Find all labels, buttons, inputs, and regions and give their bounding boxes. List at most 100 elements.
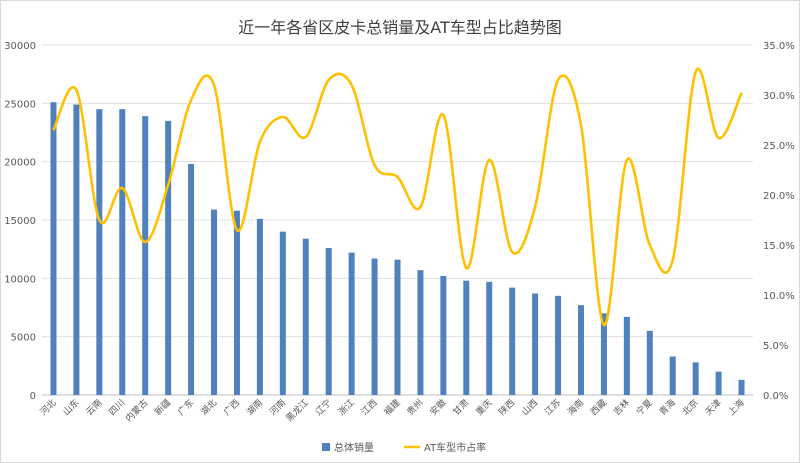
bar-series [50,102,745,396]
category-label: 江苏 [542,397,563,418]
category-label: 云南 [83,397,104,418]
bar [417,270,424,395]
line-point [648,244,651,246]
legend-swatch-bar [322,443,330,451]
bar [715,371,722,395]
left-tick-label: 15000 [4,216,36,227]
category-label: 福建 [381,397,402,418]
category-label: 四川 [108,398,128,418]
bar [371,258,378,395]
line-point [304,136,307,138]
category-label: 山东 [60,397,81,418]
line-point [740,92,743,94]
category-label: 贵州 [404,397,425,418]
bar [348,252,355,395]
line-point [511,251,513,253]
bar [96,109,103,396]
category-label: 海南 [565,397,586,418]
line-point [259,141,261,143]
category-label: 河北 [37,397,58,418]
line-point [396,176,399,178]
category-label: 河南 [267,397,288,418]
line-point [121,187,124,189]
category-label: 安徽 [427,397,448,418]
category-label: 吉林 [611,397,632,418]
bar [188,164,195,395]
category-label: 北京 [680,397,701,418]
legend-label: AT车型市占率 [424,441,486,454]
bar [532,293,539,395]
bar [119,109,126,396]
chart-title: 近一年各省区皮卡总销量及AT车型占比趋势图 [238,18,562,37]
category-label: 天津 [703,397,724,418]
line-point [190,99,192,101]
category-label: 黑龙江 [283,397,311,425]
category-label: 上海 [725,397,746,418]
bar [463,280,470,395]
legend-label: 总体销量 [334,441,374,454]
right-tick-label: 30.0% [763,91,795,102]
bar [509,287,516,395]
bar [623,316,630,395]
line-point [671,259,674,261]
bar [600,313,607,395]
bar [577,305,584,395]
left-tick-label: 25000 [4,99,36,110]
category-label: 西藏 [588,397,609,418]
line-point [557,79,559,81]
line-point [603,324,605,326]
bar [279,231,286,395]
left-tick-label: 5000 [11,333,36,344]
bar [738,379,745,395]
line-point [282,116,284,118]
line-point [350,84,353,86]
left-axis-ticks: 0 5000 10000 15000 20000 25000 30000 [4,41,36,402]
category-label: 陕西 [496,397,517,418]
right-tick-label: 25.0% [763,141,795,152]
right-tick-label: 5.0% [763,341,788,352]
line-series [52,67,743,327]
category-label: 广西 [221,397,242,418]
left-tick-label: 20000 [4,158,36,169]
bar [669,356,676,395]
line-point [442,114,445,116]
bar [302,238,309,395]
bar [142,116,149,396]
line-point [717,137,720,139]
right-tick-label: 0.0% [763,391,788,402]
category-label: 广东 [175,397,196,418]
category-label: 内蒙古 [123,397,151,425]
line-point [694,71,697,73]
bar [555,295,562,395]
bar [165,120,172,395]
category-label: 新疆 [152,397,173,418]
left-tick-label: 10000 [4,274,36,285]
line-point [144,241,147,243]
left-tick-label: 0 [30,391,36,402]
category-label: 宁夏 [634,397,655,418]
category-label: 湖南 [244,397,265,418]
right-tick-label: 20.0% [763,191,795,202]
left-tick-label: 30000 [4,41,36,52]
category-label: 辽宁 [313,397,334,418]
line-point [52,129,55,131]
bar [73,104,80,395]
category-label: 青海 [657,397,678,418]
right-axis-ticks: 0.0% 5.0% 10.0% 15.0% 20.0% 25.0% 30.0% 35.0% [763,41,795,402]
legend: 总体销量 AT车型市占率 [322,441,486,454]
line-point [75,89,78,91]
category-label: 湖北 [199,397,220,418]
bar [211,209,218,395]
bar [486,281,493,395]
bar [256,218,263,395]
line-path [52,67,743,327]
line-point [213,84,215,86]
line-point [580,124,582,126]
bar [50,102,57,396]
line-point [327,79,330,81]
line-point [98,219,101,221]
line-point [626,159,628,161]
category-label: 江西 [359,397,380,418]
line-point [167,184,169,186]
